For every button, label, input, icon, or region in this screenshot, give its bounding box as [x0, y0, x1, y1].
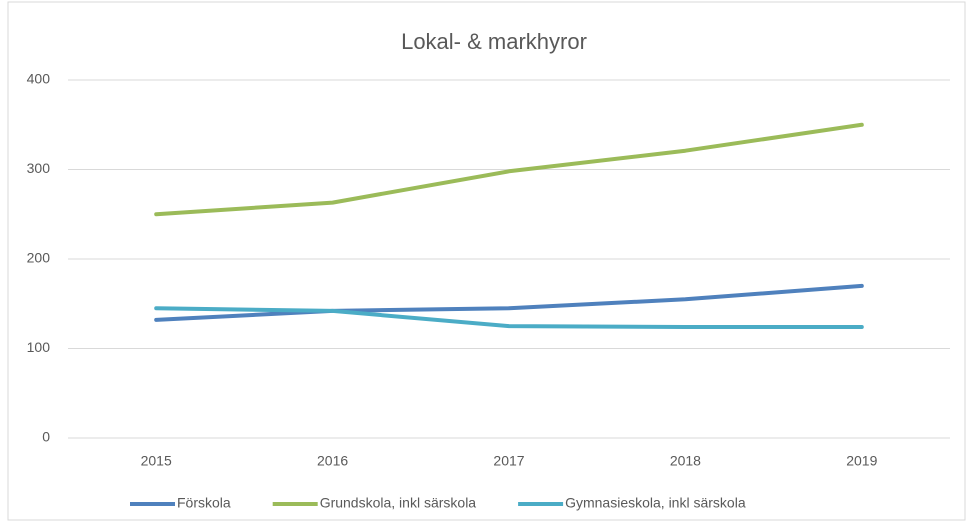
y-tick-label: 0 [42, 429, 50, 445]
legend-label: Grundskola, inkl särskola [320, 495, 477, 511]
y-tick-label: 400 [27, 71, 51, 87]
y-tick-label: 100 [27, 339, 51, 355]
x-tick-label: 2018 [670, 453, 701, 469]
chart-title: Lokal- & markhyror [401, 29, 587, 54]
x-tick-label: 2016 [317, 453, 348, 469]
x-tick-label: 2019 [846, 453, 877, 469]
chart-border [7, 1, 966, 521]
x-tick-label: 2015 [141, 453, 172, 469]
y-tick-label: 200 [27, 250, 51, 266]
legend-label: Förskola [177, 495, 231, 511]
series-line [154, 283, 864, 322]
series-line [154, 306, 864, 330]
legend-label: Gymnasieskola, inkl särskola [565, 495, 746, 511]
y-tick-label: 300 [27, 160, 51, 176]
x-tick-label: 2017 [493, 453, 524, 469]
series-line [154, 122, 864, 217]
